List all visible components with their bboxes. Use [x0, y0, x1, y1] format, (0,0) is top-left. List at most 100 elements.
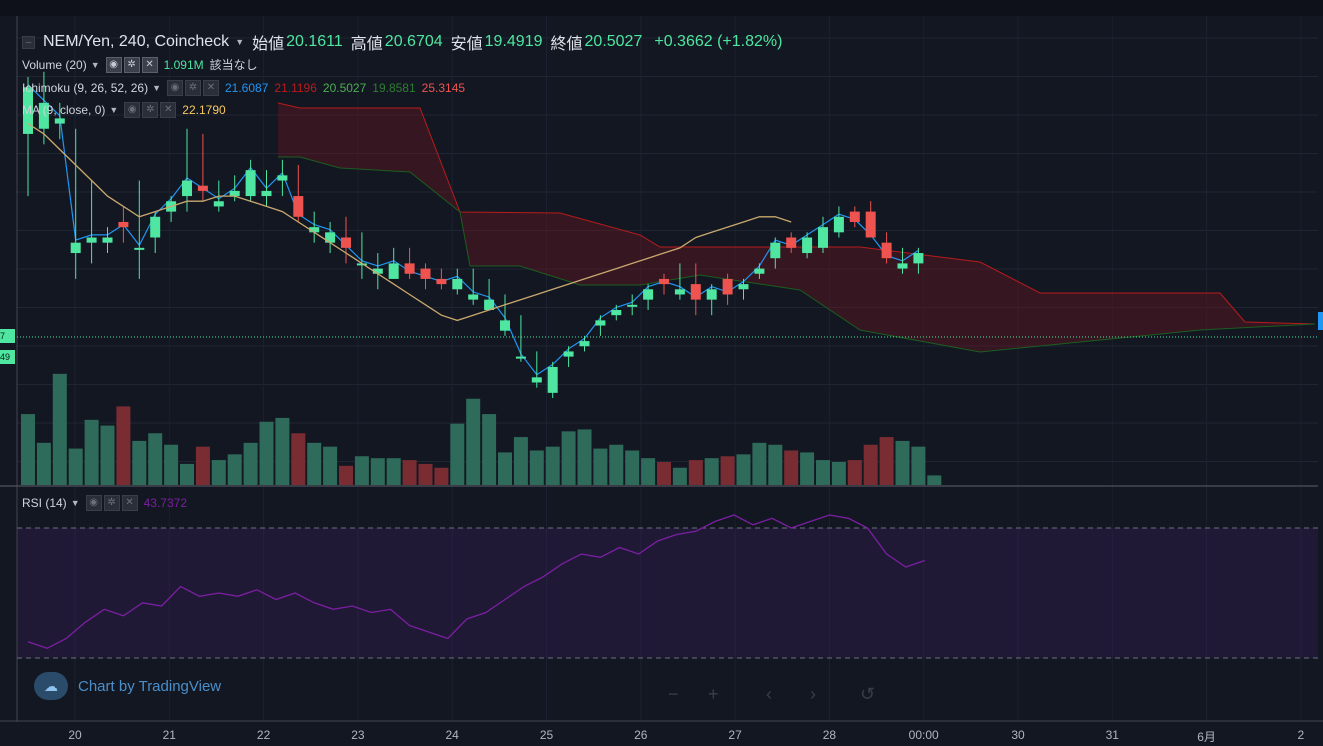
reset-icon[interactable]: ↺ [860, 684, 876, 704]
volume-bar [911, 446, 926, 485]
close-icon[interactable]: ✕ [160, 102, 177, 118]
close-icon[interactable]: ✕ [141, 56, 158, 73]
ichimoku-label[interactable]: Ichimoku (9, 26, 52, 26) [22, 81, 149, 95]
scroll-left-icon[interactable]: ‹ [766, 684, 772, 704]
volume-bar [498, 452, 512, 485]
volume-bar [386, 458, 401, 485]
ma-legend: MA (9, close, 0) ▼ ◉ ✲ ✕ 22.1790 [22, 102, 226, 118]
gear-icon[interactable]: ✲ [123, 56, 140, 73]
ichimoku-legend: Ichimoku (9, 26, 52, 26) ▼ ◉ ✲ ✕ 21.6087 2… [22, 80, 465, 96]
candle-body [913, 253, 924, 264]
volume-bar [672, 467, 687, 485]
candle-body [579, 341, 590, 347]
eye-icon[interactable]: ◉ [167, 80, 183, 96]
candle-body [818, 227, 828, 248]
candle-body [388, 263, 399, 279]
high-label: 高値 [350, 36, 383, 53]
senkou-a-line [277, 102, 1316, 325]
ma-label[interactable]: MA (9, close, 0) [22, 103, 106, 117]
volume-bar [879, 437, 894, 485]
low-label: 安値 [450, 36, 483, 53]
volume-bar [847, 460, 862, 485]
volume-bar [466, 398, 481, 485]
rsi-band-fill [17, 528, 1318, 658]
candle-body [849, 211, 860, 222]
symbol-title[interactable]: NEM/Yen, 240, Coincheck [43, 33, 230, 50]
rsi-label[interactable]: RSI (14) [22, 496, 67, 510]
volume-bar [84, 419, 99, 485]
chevron-down-icon[interactable]: ▼ [90, 59, 100, 70]
eye-icon[interactable]: ◉ [85, 495, 102, 511]
volume-bar [863, 444, 878, 485]
candle-body [341, 237, 351, 248]
candle-body [754, 268, 765, 274]
volume-bar [275, 417, 290, 485]
candle-body [54, 118, 65, 124]
volume-extra: 該当なし [209, 58, 258, 72]
zoom-in-icon[interactable]: + [708, 684, 719, 704]
symbol-legend: – NEM/Yen, 240, Coincheck ▼ 始値 20.1611 高… [22, 30, 782, 54]
candle-body [897, 263, 908, 269]
open-value: 20.1611 [286, 33, 343, 50]
volume-bar [736, 454, 751, 485]
x-tick-label: 30 [1011, 728, 1025, 742]
ma-value: 22.1790 [182, 103, 226, 117]
tradingview-watermark[interactable]: ☁ Chart by TradingView [34, 672, 221, 700]
chevron-down-icon[interactable]: ▼ [109, 105, 119, 115]
volume-bar [800, 452, 815, 485]
volume-legend: Volume (20) ▼ ◉ ✲ ✕ 1.091M 該当なし [22, 56, 258, 73]
candle-body [500, 320, 510, 331]
candle-body [484, 299, 495, 310]
volume-bar [593, 448, 608, 485]
volume-bar [339, 465, 353, 485]
volume-bar [657, 462, 671, 485]
ichimoku-value-5: 25.3145 [421, 81, 466, 95]
gear-icon[interactable]: ✲ [185, 80, 201, 96]
ichimoku-value-3: 20.5027 [322, 81, 367, 95]
eye-icon[interactable]: ◉ [105, 56, 122, 73]
chevron-down-icon[interactable]: ▼ [152, 83, 161, 93]
candle-body [515, 356, 526, 359]
close-label: 終値 [550, 36, 583, 53]
x-tick-label: 22 [256, 728, 271, 742]
x-tick-label: 2 [1297, 728, 1305, 742]
volume-bar [164, 444, 179, 485]
volume-value: 1.091M [163, 57, 204, 72]
x-tick-label: 6月 [1197, 730, 1216, 744]
gear-icon[interactable]: ✲ [142, 102, 159, 118]
volume-bar [418, 463, 433, 485]
volume-bar [402, 460, 417, 485]
chevron-down-icon[interactable]: ▼ [235, 37, 245, 47]
volume-bar [180, 463, 194, 485]
chevron-down-icon[interactable]: ▼ [70, 498, 80, 508]
close-icon[interactable]: ✕ [203, 80, 219, 96]
eye-icon[interactable]: ◉ [124, 102, 141, 118]
scroll-right-icon[interactable]: › [810, 684, 816, 704]
x-tick-label: 27 [728, 728, 742, 742]
gear-icon[interactable]: ✲ [103, 495, 120, 511]
volume-label[interactable]: Volume (20) [22, 57, 87, 72]
candle-body [436, 278, 447, 285]
close-icon[interactable]: ✕ [121, 495, 138, 511]
prev-price-tag: 49 [0, 350, 15, 364]
candle-body [674, 289, 685, 295]
zoom-out-icon[interactable]: − [668, 684, 679, 704]
volume-bar [609, 444, 624, 485]
candle-body [468, 294, 479, 300]
x-tick-label: 25 [539, 728, 554, 742]
candle-body [881, 242, 892, 259]
collapse-icon[interactable]: – [22, 35, 35, 49]
close-value: 20.5027 [584, 33, 643, 50]
x-tick-label: 20 [68, 728, 82, 742]
volume-bar [148, 433, 163, 485]
volume-bar [434, 467, 449, 485]
candle-body [86, 237, 97, 243]
x-tick-label: 23 [351, 728, 365, 742]
ichimoku-cloud [278, 103, 1315, 352]
volume-bar [577, 429, 592, 485]
candle-body [118, 221, 129, 228]
ma-line [27, 123, 792, 322]
candle-body [563, 351, 574, 357]
volume-bar [195, 446, 210, 485]
